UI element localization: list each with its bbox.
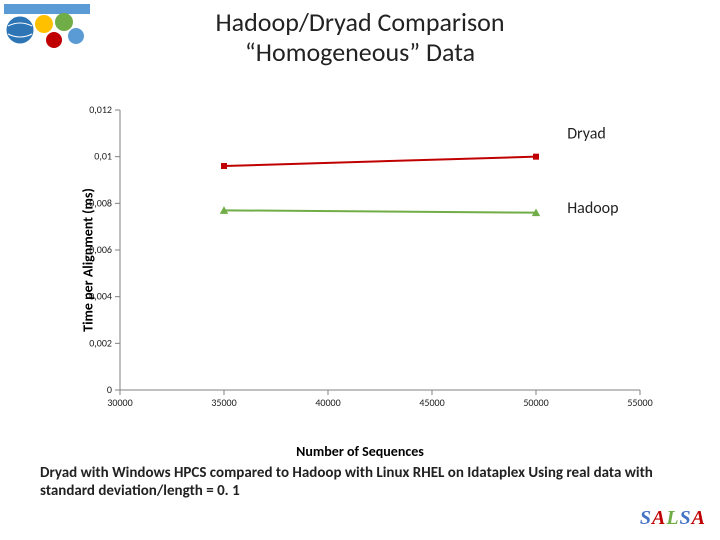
- comparison-chart: Time per Alignment (ms) 00,0020,0040,006…: [60, 100, 660, 420]
- svg-text:0,002: 0,002: [89, 336, 112, 349]
- chart-xlabel: Number of Sequences: [60, 443, 660, 460]
- brand-letter: S: [640, 507, 652, 529]
- svg-text:35000: 35000: [211, 396, 236, 409]
- svg-text:50000: 50000: [523, 396, 548, 409]
- caption: Dryad with Windows HPCS compared to Hado…: [40, 464, 680, 500]
- svg-text:45000: 45000: [419, 396, 444, 409]
- brand-salsa: SALSA: [640, 507, 706, 530]
- svg-text:0,01: 0,01: [94, 150, 112, 163]
- svg-text:55000: 55000: [627, 396, 652, 409]
- brand-letter: S: [680, 507, 692, 529]
- title-line-2: “Homogeneous” Data: [245, 36, 475, 68]
- page-title: Hadoop/Dryad Comparison “Homogeneous” Da…: [0, 8, 720, 68]
- brand-letter: A: [692, 507, 706, 529]
- svg-text:40000: 40000: [315, 396, 340, 409]
- svg-text:Dryad: Dryad: [567, 124, 606, 143]
- svg-text:0,012: 0,012: [89, 103, 112, 116]
- svg-text:30000: 30000: [107, 396, 132, 409]
- svg-text:0: 0: [107, 383, 112, 396]
- title-line-1: Hadoop/Dryad Comparison: [215, 6, 504, 38]
- brand-letter: A: [652, 507, 666, 529]
- svg-text:Hadoop: Hadoop: [567, 199, 618, 218]
- chart-canvas: 00,0020,0040,0060,0080,010,0123000035000…: [60, 100, 660, 420]
- brand-letter: L: [666, 507, 679, 529]
- chart-ylabel: Time per Alignment (ms): [79, 188, 96, 332]
